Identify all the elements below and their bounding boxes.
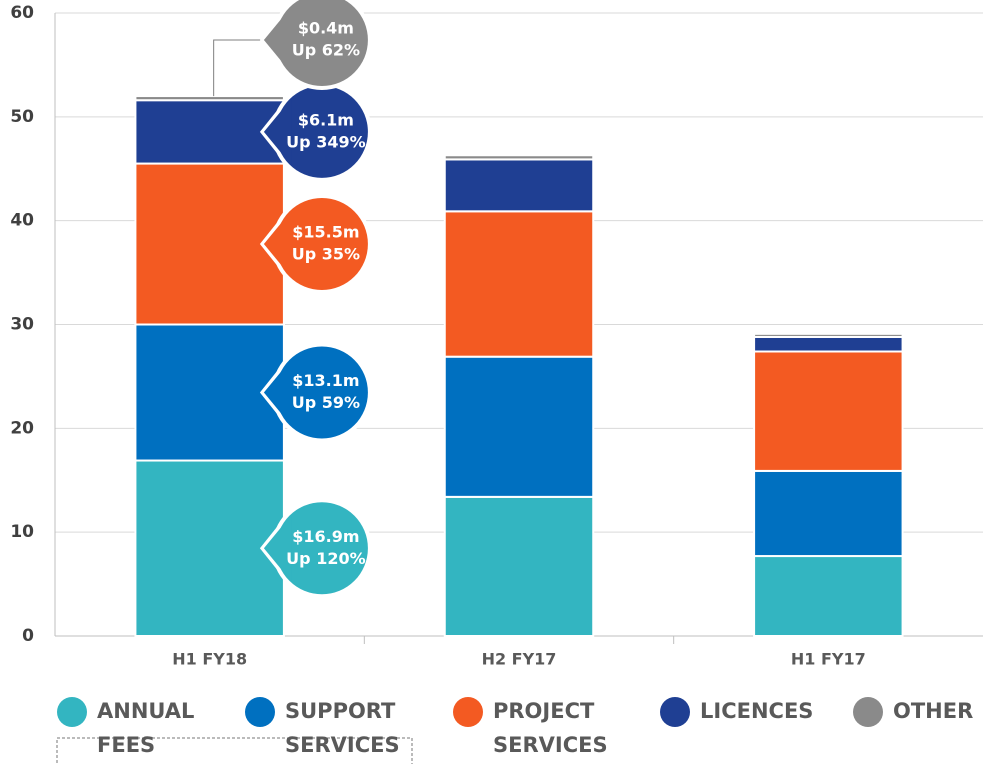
- bar-segment: [443, 158, 595, 213]
- bar-segment: [443, 355, 595, 498]
- callout: $0.4m Up 62%: [259, 0, 372, 90]
- legend-item: SUPPORT SERVICES: [245, 694, 405, 762]
- callout-body: [275, 85, 368, 178]
- callout-label: $16.9m: [292, 527, 359, 546]
- callout-label: $15.5m: [292, 223, 359, 242]
- legend-swatch: [453, 697, 483, 727]
- legend-label: SUPPORT SERVICES: [285, 699, 400, 757]
- legend-label: ANNUAL FEES: [97, 699, 195, 757]
- y-tick-label: 0: [22, 626, 34, 646]
- y-tick-label: 10: [10, 522, 34, 542]
- callout-pointer: [263, 514, 292, 583]
- bar-segment: [134, 99, 285, 165]
- bar-segment: [134, 323, 285, 462]
- bar-segment: [753, 555, 904, 638]
- callout-body: [275, 0, 368, 86]
- bar-segment: [443, 495, 595, 638]
- legend-swatch: [660, 697, 690, 727]
- callout-pointer: [263, 358, 292, 427]
- callout-change: Up 59%: [292, 393, 360, 412]
- callout-change: Up 35%: [292, 245, 360, 264]
- legend-swatch: [245, 697, 275, 727]
- x-tick-label: H1 FY18: [172, 650, 247, 669]
- callout: $15.5m Up 35%: [259, 194, 372, 295]
- bar-segment: [753, 332, 904, 338]
- callout-body: [275, 198, 368, 291]
- callout-pointer: [263, 6, 292, 74]
- callout-body: [275, 346, 368, 439]
- legend-label: LICENCES: [700, 699, 814, 723]
- bar-segment: [134, 459, 285, 637]
- bar-segment: [753, 335, 904, 353]
- callout-change: Up 349%: [286, 132, 365, 151]
- legend-item: ANNUAL FEES: [57, 694, 207, 762]
- y-tick-label: 20: [10, 418, 34, 438]
- y-tick-label: 40: [10, 211, 34, 231]
- bar-segment: [753, 469, 904, 558]
- callout-body: [275, 502, 368, 595]
- callout-change: Up 62%: [292, 41, 360, 60]
- bar-segment: [443, 210, 595, 358]
- bar-segment: [443, 154, 595, 161]
- legend-label: OTHER: [893, 699, 974, 723]
- legend-item: PROJECT SERVICES: [453, 694, 608, 762]
- callout: $16.9m Up 120%: [259, 498, 372, 599]
- leader-line: [213, 39, 264, 97]
- x-tick-label: H1 FY17: [791, 650, 866, 669]
- bar-segment: [753, 350, 904, 472]
- legend-label: PROJECT SERVICES: [493, 699, 608, 757]
- callout-label: $0.4m: [298, 19, 354, 38]
- callout-label: $13.1m: [292, 371, 359, 390]
- legend-item: OTHER: [853, 694, 983, 728]
- callout-change: Up 120%: [286, 549, 365, 568]
- callout-pointer: [263, 210, 292, 279]
- y-tick-label: 60: [10, 3, 34, 23]
- callout: $6.1m Up 349%: [259, 81, 372, 182]
- x-tick-label: H2 FY17: [482, 650, 557, 669]
- bar-segment: [134, 95, 285, 102]
- legend-item: LICENCES: [660, 694, 820, 728]
- legend-swatch: [57, 697, 87, 727]
- callout: $13.1m Up 59%: [259, 342, 372, 443]
- legend-frame: [56, 737, 413, 764]
- y-tick-label: 50: [10, 107, 34, 127]
- callout-label: $6.1m: [298, 110, 354, 129]
- callout-pointer: [263, 97, 292, 166]
- y-tick-label: 30: [10, 315, 34, 335]
- legend-swatch: [853, 697, 883, 727]
